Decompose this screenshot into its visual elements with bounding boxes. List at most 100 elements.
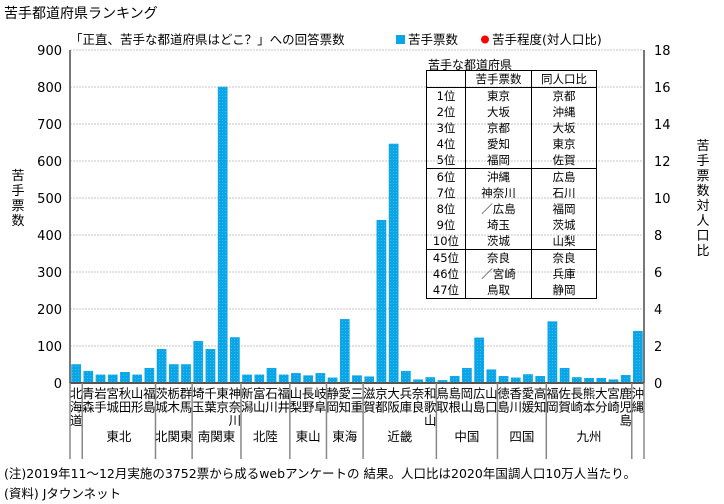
y2-tick-label: 12 bbox=[654, 155, 671, 170]
x-tick-label: 佐賀 bbox=[558, 386, 571, 415]
region-label: 九州 bbox=[577, 429, 602, 444]
ratio-cell: 福岡 bbox=[552, 202, 576, 216]
x-tick-label: 埼玉 bbox=[192, 386, 205, 415]
rank-cell: 5位 bbox=[426, 152, 466, 169]
x-tick-label: 奈良 bbox=[412, 386, 425, 415]
votes-cell: 埼玉 bbox=[465, 217, 532, 233]
y-tick-label: 300 bbox=[37, 266, 62, 281]
y-tick-label: 500 bbox=[37, 192, 62, 207]
rank-cell: 46位 bbox=[426, 266, 466, 282]
table-row: 6位 沖縄 広島 bbox=[426, 168, 597, 185]
x-tick-label: 兵庫 bbox=[400, 386, 413, 415]
bar bbox=[303, 375, 314, 384]
y-axis-title: 苦手票数 bbox=[11, 168, 24, 229]
ranking-table: 苦手票数 同人口比 1位 東京 京都 2位 大坂 沖縄 3位 京都 大坂 4位 愛知 東京 5位 福岡 佐賀… bbox=[426, 70, 597, 299]
table-row: 4位 愛知 東京 bbox=[426, 136, 597, 152]
rank-cell: 4位 bbox=[426, 136, 466, 152]
table-row: 7位 神奈川 石川 bbox=[426, 185, 597, 201]
x-tick-label: 大分 bbox=[595, 386, 608, 415]
bar bbox=[266, 367, 277, 384]
votes-cell: 愛知 bbox=[465, 136, 532, 152]
header-rank bbox=[426, 70, 466, 88]
votes-cell: 茨城 bbox=[465, 233, 532, 250]
x-tick-label: 栃木 bbox=[168, 386, 181, 415]
x-tick-label: 茨城 bbox=[155, 386, 168, 415]
bar bbox=[132, 374, 143, 384]
rank-cell: 2位 bbox=[426, 104, 466, 120]
x-tick-label: 青森 bbox=[82, 386, 95, 415]
votes-cell: ／宮崎 bbox=[465, 266, 532, 282]
ratio-cell: 奈良 bbox=[531, 249, 597, 266]
y2-tick-label: 16 bbox=[654, 81, 671, 96]
table-row: 45位 奈良 奈良 bbox=[426, 249, 597, 266]
region-label: 近畿 bbox=[387, 429, 413, 444]
x-tick-label: 群馬 bbox=[180, 386, 193, 415]
x-tick-label: 大阪 bbox=[387, 386, 400, 415]
rank-cell: 3位 bbox=[426, 120, 466, 136]
x-tick-label: 沖縄 bbox=[632, 386, 645, 415]
bar bbox=[217, 86, 228, 384]
ratio-cell: 山梨 bbox=[552, 234, 576, 248]
region-label: 四国 bbox=[509, 429, 534, 444]
x-tick-label: 愛知 bbox=[339, 386, 352, 415]
table-row: 46位 ／宮崎 兵庫 bbox=[426, 266, 597, 282]
ratio-cell: 茨城 bbox=[552, 218, 576, 232]
bar bbox=[242, 374, 252, 384]
x-tick-label: 熊本 bbox=[583, 386, 596, 415]
bar bbox=[156, 349, 167, 384]
x-tick-label: 鹿児島 bbox=[619, 386, 632, 428]
ratio-cell: 広島 bbox=[531, 168, 597, 185]
x-tick-label: 新潟 bbox=[241, 386, 254, 415]
x-tick-label: 岩手 bbox=[94, 386, 107, 415]
legend-dot-label: 苦手程度(対人口比) bbox=[492, 32, 602, 47]
votes-cell: 鳥取 bbox=[465, 282, 532, 299]
x-tick-label: 山口 bbox=[485, 386, 498, 415]
table-row: 5位 福岡 佐賀 bbox=[426, 152, 597, 169]
x-tick-label: 山梨 bbox=[290, 386, 303, 415]
x-tick-label: 京都 bbox=[375, 386, 388, 415]
x-tick-label: 広島 bbox=[473, 386, 486, 415]
source-note: (資料) Jタウンネット bbox=[4, 486, 122, 501]
bar bbox=[315, 373, 326, 384]
region-label: 東海 bbox=[332, 429, 358, 444]
legend-dot-swatch bbox=[481, 35, 489, 44]
y2-tick-label: 18 bbox=[654, 44, 671, 59]
bar bbox=[633, 330, 643, 384]
x-tick-label: 三重 bbox=[351, 386, 364, 415]
rank-cell: 9位 bbox=[426, 217, 466, 233]
bar bbox=[168, 364, 179, 384]
y2-tick-label: 14 bbox=[654, 118, 671, 133]
bar bbox=[339, 319, 350, 384]
footnote: (注)2019年11～12月実施の3752票から成るwebアンケートの 結果。人… bbox=[4, 466, 636, 481]
y-tick-label: 200 bbox=[37, 303, 62, 318]
bar bbox=[181, 364, 191, 384]
rank-cell: 1位 bbox=[426, 87, 466, 104]
bar bbox=[83, 370, 94, 384]
chart-title: 「正直、苦手な都道府県はどこ？」への回答票数 bbox=[70, 32, 345, 47]
bar bbox=[254, 374, 265, 384]
x-tick-label: 宮崎 bbox=[607, 386, 620, 415]
votes-cell: 沖縄 bbox=[465, 168, 532, 185]
votes-cell: ／広島 bbox=[465, 201, 532, 217]
bar bbox=[120, 372, 130, 384]
y2-tick-label: 4 bbox=[654, 303, 662, 318]
region-label: 中国 bbox=[454, 429, 479, 444]
x-tick-label: 福島 bbox=[143, 386, 156, 415]
votes-cell: 東京 bbox=[465, 87, 532, 104]
x-tick-label: 鳥取 bbox=[436, 386, 449, 415]
region-label: 東山 bbox=[296, 429, 321, 444]
y2-tick-label: 2 bbox=[654, 340, 662, 355]
x-tick-label: 和歌山 bbox=[424, 386, 437, 428]
y-tick-label: 400 bbox=[37, 229, 62, 244]
y-tick-label: 0 bbox=[54, 377, 62, 392]
bar bbox=[230, 337, 240, 384]
x-tick-label: 宮城 bbox=[106, 386, 119, 415]
table-row: 8位 ／広島 福岡 bbox=[426, 201, 597, 217]
x-tick-label: 福岡 bbox=[546, 386, 559, 415]
bar bbox=[620, 374, 631, 384]
ratio-cell: 石川 bbox=[552, 186, 576, 200]
ratio-cell: 佐賀 bbox=[552, 153, 576, 167]
votes-cell: 京都 bbox=[465, 120, 532, 136]
bar bbox=[474, 337, 484, 384]
